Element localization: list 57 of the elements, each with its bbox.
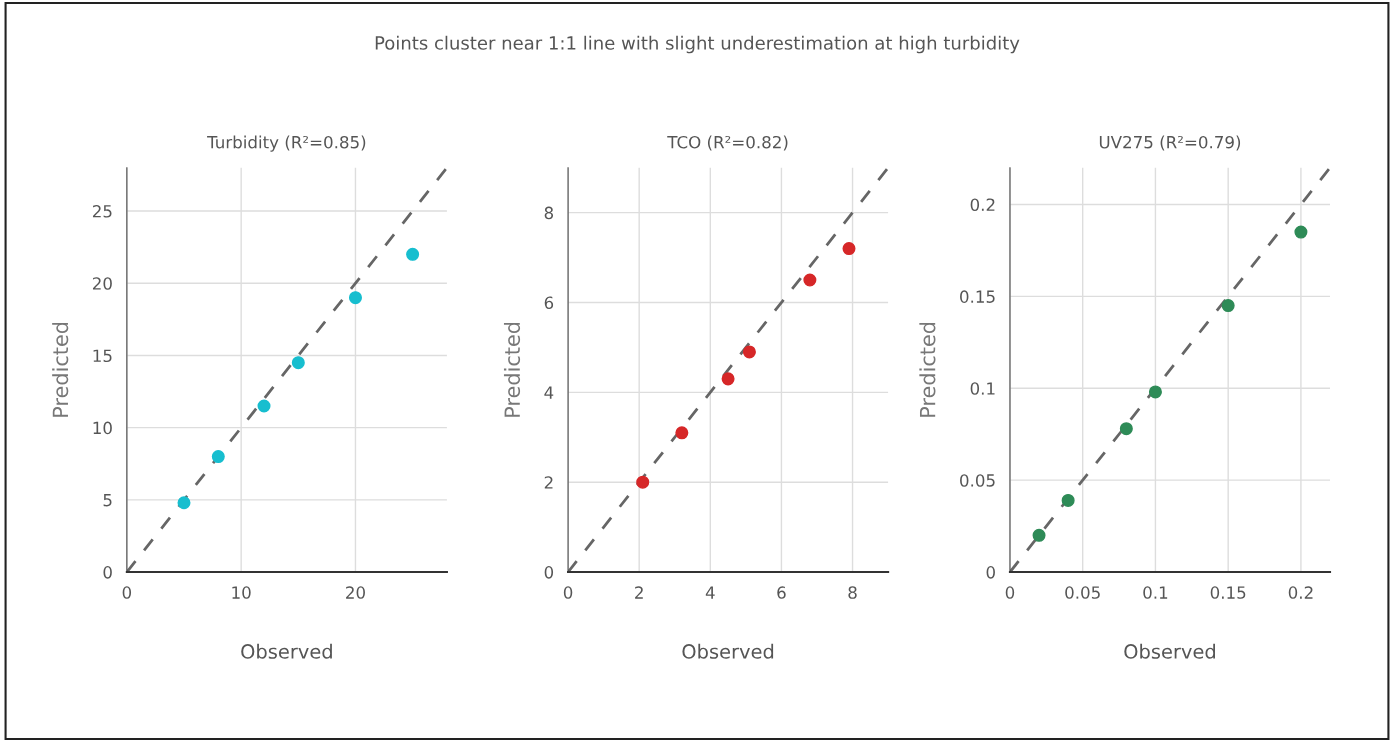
point: [1221, 299, 1235, 313]
chart-title: Turbidity (R²=0.85): [207, 135, 366, 152]
x-axis-title: Observed: [1124, 643, 1215, 659]
point: [1294, 225, 1308, 239]
x-tick-label: 6: [777, 586, 786, 599]
point: [842, 242, 856, 256]
y-tick-label: 6: [544, 296, 554, 310]
y-tick-label: 25: [92, 204, 112, 218]
text: Points cluster near 1:1 line with slight underestimation at high turbidity: [375, 35, 1020, 54]
point: [257, 399, 271, 413]
x-tick-label: 0.2: [1288, 586, 1313, 599]
point: [406, 247, 420, 261]
x-tick-label: 0: [1005, 586, 1015, 599]
x-tick-label: 0.05: [1065, 586, 1100, 599]
y-tick-label: 8: [544, 206, 554, 220]
y-tick-label: 20: [92, 277, 112, 290]
chart-title: TCO (R²=0.82): [667, 135, 788, 151]
point: [742, 345, 756, 359]
y-tick-label: 15: [93, 349, 112, 363]
y-tick-label: 2: [544, 476, 553, 489]
point: [803, 273, 817, 287]
y-tick-label: 5: [103, 494, 112, 507]
chart-title: UV275 (R²=0.79): [1099, 135, 1241, 151]
point: [721, 372, 735, 386]
y-tick-label: 0.05: [960, 474, 995, 487]
y-tick-label: 0.15: [960, 290, 995, 303]
point: [177, 496, 191, 510]
x-tick-label: 0.1: [1143, 586, 1168, 599]
y-tick-label: 0.1: [970, 382, 995, 395]
y-tick-label: 0: [986, 566, 995, 579]
point: [636, 475, 650, 489]
y-axis-title: Predicted: [503, 322, 521, 417]
y-tick-label: 4: [544, 386, 554, 399]
point: [675, 426, 689, 440]
point: [291, 356, 305, 370]
y-axis-title: Predicted: [52, 322, 69, 417]
y-tick-label: 0: [544, 566, 554, 579]
x-axis-title: Observed: [241, 643, 332, 659]
y-tick-label: 10: [93, 421, 112, 435]
x-tick-label: 10: [232, 586, 251, 599]
x-tick-label: 0.15: [1210, 586, 1246, 599]
point: [1148, 385, 1162, 399]
x-tick-label: 20: [346, 586, 365, 599]
y-axis-title: Predicted: [919, 322, 936, 417]
point: [211, 450, 225, 464]
point: [348, 291, 362, 305]
x-axis-title: Observed: [682, 643, 774, 659]
x-tick-label: 4: [705, 586, 715, 599]
point: [1061, 493, 1075, 507]
point: [1119, 422, 1133, 436]
point: [1032, 528, 1046, 542]
x-tick-label: 8: [848, 586, 857, 599]
y-tick-label: 0.2: [970, 198, 995, 212]
x-tick-label: 2: [635, 586, 643, 599]
x-tick-label: 0: [122, 586, 132, 599]
x-tick-label: 0: [563, 586, 573, 599]
y-tick-label: 0: [103, 566, 112, 579]
